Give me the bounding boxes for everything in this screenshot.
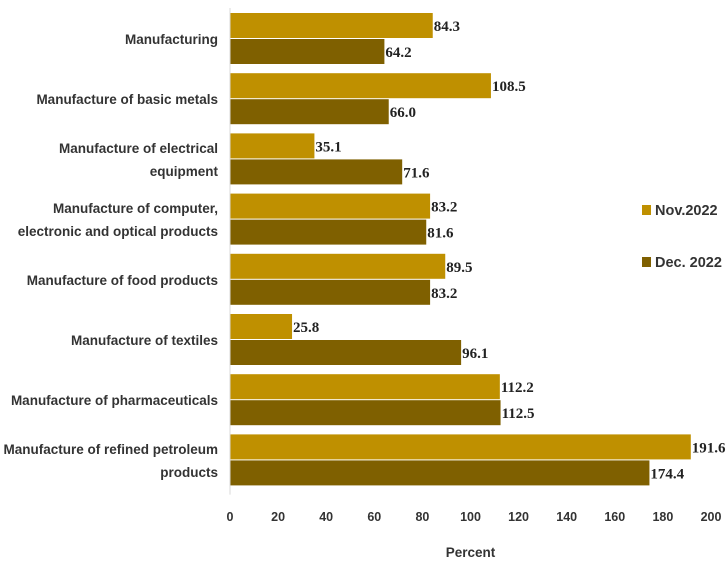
category-label-line: Manufacture of textiles [71, 333, 218, 348]
x-tick-label: 120 [508, 510, 529, 524]
x-tick-label: 40 [319, 510, 333, 524]
bar-dec-2022 [230, 219, 427, 245]
data-label: 81.6 [427, 226, 454, 242]
legend-label: Dec. 2022 [655, 255, 722, 271]
category-label-line: Manufacture of basic metals [36, 92, 218, 107]
x-tick-label: 140 [556, 510, 577, 524]
category-group: 83.2 81.6 [230, 193, 457, 245]
category-label: Manufacture of basic metals [36, 92, 218, 107]
category-label-line: equipment [150, 164, 219, 179]
legend-item: Nov.2022 [642, 203, 718, 219]
data-label: 112.5 [502, 406, 535, 422]
x-axis-title: Percent [446, 545, 496, 560]
x-tick-label: 100 [460, 510, 481, 524]
legend-swatch [642, 257, 651, 267]
data-label: 191.6 [692, 440, 726, 456]
x-axis-ticks: 0 20 40 60 80 100 120 140 160 180 200 [227, 510, 722, 524]
category-label: Manufacture of refined petroleum products [3, 442, 218, 480]
category-label: Manufacture of computer, electronic and o… [18, 201, 218, 239]
bar-nov-2022 [230, 133, 315, 159]
bars-layer: 84.3 64.2 108.5 66.0 35.1 71.6 83.2 81.6 89.5 83.… [230, 13, 726, 486]
bar-nov-2022 [230, 434, 691, 460]
bar-nov-2022 [230, 13, 433, 38]
bar-dec-2022 [230, 460, 650, 486]
category-group: 108.5 66.0 [230, 73, 526, 125]
category-group: 112.2 112.5 [230, 374, 535, 426]
category-label-line: electronic and optical products [18, 224, 218, 239]
legend: Nov.2022 Dec. 2022 [642, 203, 722, 271]
data-label: 35.1 [315, 139, 341, 155]
data-label: 96.1 [462, 346, 488, 362]
bar-dec-2022 [230, 99, 389, 125]
bar-nov-2022 [230, 374, 500, 400]
data-label: 71.6 [403, 165, 430, 181]
category-label: Manufacturing [125, 32, 218, 47]
category-group: 25.8 96.1 [230, 314, 488, 365]
category-group: 89.5 83.2 [230, 253, 472, 305]
data-label: 64.2 [385, 45, 411, 61]
category-group: 35.1 71.6 [230, 133, 430, 185]
data-label: 84.3 [434, 19, 460, 35]
bar-nov-2022 [230, 253, 446, 279]
legend-item: Dec. 2022 [642, 255, 722, 271]
data-label: 112.2 [501, 380, 534, 396]
x-tick-label: 60 [367, 510, 381, 524]
data-label: 108.5 [492, 79, 526, 95]
x-tick-label: 200 [701, 510, 722, 524]
bar-dec-2022 [230, 340, 462, 365]
category-label-line: Manufacturing [125, 32, 218, 47]
x-tick-label: 0 [227, 510, 234, 524]
category-label-line: Manufacture of electrical [59, 141, 218, 156]
category-label-line: Manufacture of food products [27, 273, 218, 288]
data-label: 66.0 [390, 105, 416, 121]
bar-dec-2022 [230, 279, 431, 305]
category-label: Manufacture of food products [27, 273, 218, 288]
bar-nov-2022 [230, 193, 431, 219]
category-label-line: products [160, 465, 218, 480]
data-label: 25.8 [293, 320, 319, 336]
data-label: 83.2 [431, 286, 457, 302]
category-group: 191.6 174.4 [230, 434, 726, 486]
legend-swatch [642, 205, 651, 215]
category-label: Manufacture of pharmaceuticals [11, 393, 218, 408]
x-tick-label: 180 [652, 510, 673, 524]
category-labels: Manufacturing Manufacture of basic metals… [3, 32, 218, 480]
x-tick-label: 80 [415, 510, 429, 524]
bar-dec-2022 [230, 39, 385, 64]
bar-nov-2022 [230, 73, 491, 99]
data-label: 83.2 [431, 200, 457, 216]
bar-dec-2022 [230, 400, 501, 426]
legend-label: Nov.2022 [655, 203, 718, 219]
x-tick-label: 160 [604, 510, 625, 524]
category-label-line: Manufacture of pharmaceuticals [11, 393, 218, 408]
category-label-line: Manufacture of refined petroleum [3, 442, 218, 457]
category-group: 84.3 64.2 [230, 13, 460, 64]
bar-dec-2022 [230, 159, 403, 185]
category-label: Manufacture of electrical equipment [59, 141, 219, 179]
data-label: 174.4 [650, 466, 684, 482]
data-label: 89.5 [446, 260, 472, 276]
category-label-line: Manufacture of computer, [53, 201, 218, 216]
category-label: Manufacture of textiles [71, 333, 218, 348]
x-tick-label: 20 [271, 510, 285, 524]
bar-nov-2022 [230, 314, 293, 339]
